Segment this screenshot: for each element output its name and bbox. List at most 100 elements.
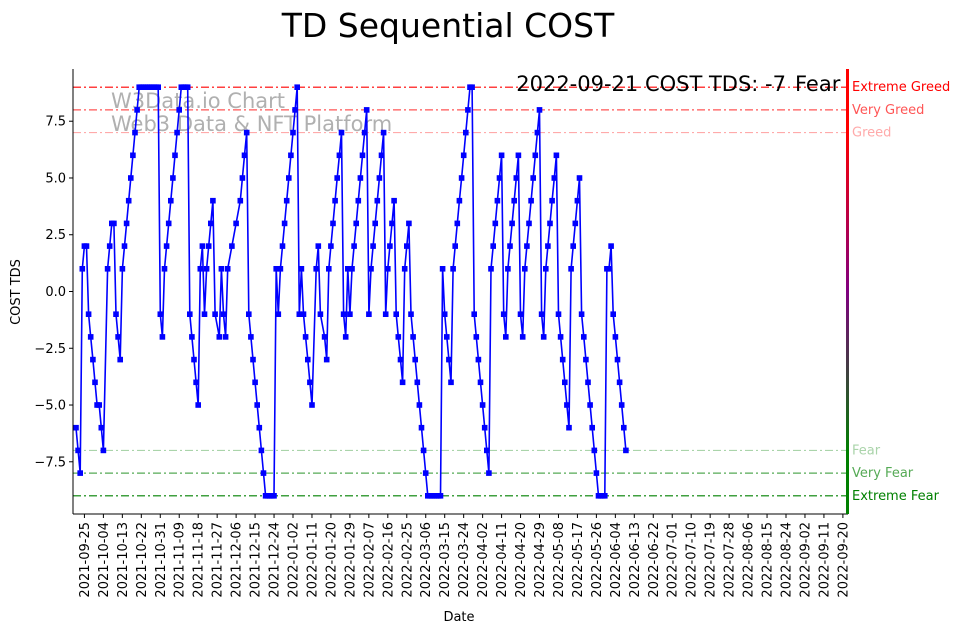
x-tick-label: 2022-07-01 [666, 522, 681, 598]
data-point [488, 266, 494, 272]
latest-value-zone: Fear [795, 72, 841, 96]
data-point [522, 266, 528, 272]
y-tick-label: 0.0 [45, 285, 66, 300]
data-point [397, 356, 404, 363]
data-point [100, 447, 107, 454]
data-point [353, 220, 359, 227]
data-point [574, 197, 581, 204]
data-point [237, 197, 244, 204]
data-point [98, 424, 105, 431]
data-point [317, 311, 324, 317]
data-point [111, 220, 117, 227]
data-point [418, 424, 425, 431]
data-point [412, 356, 418, 363]
data-point [500, 311, 507, 317]
data-point [553, 152, 560, 159]
data-point [549, 197, 555, 204]
data-point [313, 266, 319, 272]
x-tick-label: 2021-10-22 [135, 522, 150, 598]
data-point [446, 356, 452, 363]
data-point [159, 334, 166, 340]
data-point [328, 243, 334, 249]
data-point [395, 334, 402, 340]
x-tick-label: 2022-02-25 [400, 522, 415, 598]
data-point [513, 175, 520, 181]
data-point [326, 266, 332, 272]
x-tick-label: 2022-09-11 [817, 522, 832, 598]
data-point [85, 311, 92, 317]
reference-lines [73, 86, 848, 497]
zone-label-very-greed: Very Greed [852, 103, 924, 118]
x-tick-label: 2022-05-17 [571, 522, 586, 598]
data-point [422, 470, 429, 476]
x-tick-label: 2022-01-29 [343, 522, 358, 598]
data-point [106, 243, 113, 249]
data-point [509, 220, 515, 227]
data-point [545, 243, 551, 249]
scale-bar [846, 69, 849, 514]
data-point [184, 84, 191, 90]
data-point [566, 424, 572, 431]
data-point [222, 334, 229, 340]
data-point [437, 493, 444, 499]
data-point [119, 266, 126, 272]
x-tick-label: 2021-11-18 [192, 522, 207, 598]
data-point [444, 334, 450, 340]
data-point [315, 243, 322, 249]
data-point [307, 379, 313, 386]
x-tick-label: 2021-11-27 [211, 522, 226, 598]
data-point [250, 356, 256, 363]
data-point [486, 470, 492, 476]
data-point [469, 84, 475, 90]
data-point [92, 379, 98, 386]
data-point [463, 129, 469, 136]
data-point [608, 243, 614, 249]
x-axis-label: Date [443, 610, 474, 625]
data-point [79, 266, 86, 272]
data-point [212, 311, 218, 317]
data-point [441, 311, 448, 317]
data-point [123, 220, 130, 227]
sentiment-scale: Extreme Greed Very Greed Greed Fear Very Fea… [846, 69, 950, 514]
x-tick-label: 2022-09-02 [798, 522, 813, 598]
data-point [134, 107, 140, 113]
data-point [258, 447, 265, 454]
data-point [559, 356, 566, 363]
data-point [530, 175, 536, 181]
data-point [174, 129, 180, 136]
data-point [218, 266, 225, 272]
data-point [410, 334, 416, 340]
data-point [96, 402, 102, 408]
x-tick-label: 2022-09-20 [836, 522, 851, 598]
x-tick-label: 2022-02-07 [362, 522, 377, 598]
data-point [534, 129, 541, 136]
data-point [568, 266, 574, 272]
data-point [130, 152, 136, 159]
data-point [229, 243, 235, 249]
data-point [576, 175, 583, 181]
data-point [528, 197, 534, 204]
data-point [113, 311, 119, 317]
data-point [496, 175, 503, 181]
data-point [197, 266, 204, 272]
data-point [277, 266, 284, 272]
data-point [589, 424, 595, 431]
data-point [456, 197, 463, 204]
data-point [515, 152, 522, 159]
data-point [273, 266, 279, 272]
data-point [460, 152, 467, 159]
x-tick-label: 2022-07-10 [685, 522, 700, 598]
data-point [210, 197, 216, 204]
data-point [239, 175, 246, 181]
data-point [363, 107, 370, 113]
data-point [416, 402, 423, 408]
x-tick-label: 2022-06-04 [609, 522, 624, 598]
y-tick-label: −7.5 [34, 455, 66, 470]
data-point [368, 266, 374, 272]
data-point [385, 266, 391, 272]
y-ticks: −7.5 −5.0 −2.5 0.0 2.5 5.0 7.5 [34, 115, 73, 470]
data-point [73, 424, 79, 431]
zone-label-extreme-greed: Extreme Greed [852, 80, 950, 95]
data-point [288, 152, 294, 159]
data-point [524, 243, 530, 249]
